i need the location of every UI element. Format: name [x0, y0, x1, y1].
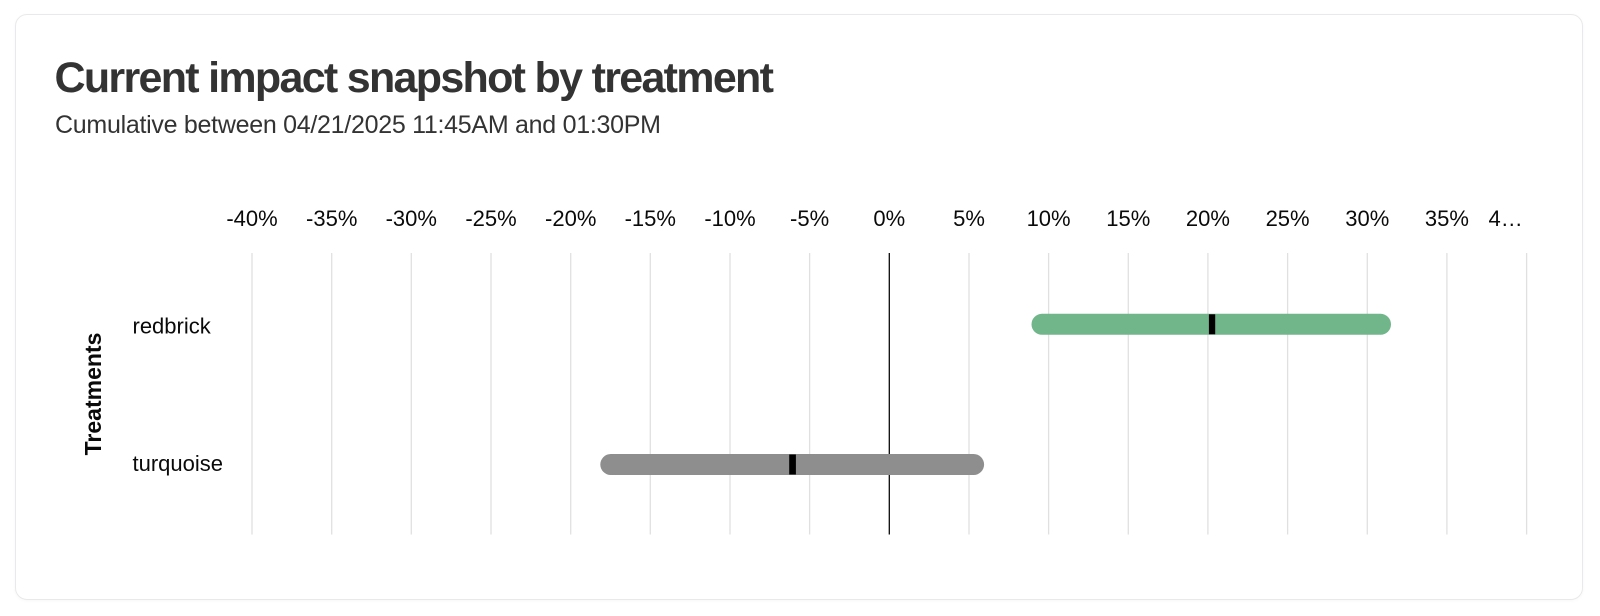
svg-text:-5%: -5% [790, 206, 829, 231]
svg-text:0%: 0% [873, 206, 905, 231]
svg-text:-15%: -15% [625, 206, 676, 231]
svg-text:-25%: -25% [465, 206, 516, 231]
svg-text:4…: 4… [1489, 206, 1523, 231]
svg-text:15%: 15% [1106, 206, 1150, 231]
svg-text:Treatments: Treatments [80, 333, 106, 456]
svg-text:-30%: -30% [386, 206, 437, 231]
svg-text:-20%: -20% [545, 206, 596, 231]
svg-text:10%: 10% [1027, 206, 1071, 231]
svg-text:-40%: -40% [226, 206, 277, 231]
svg-text:25%: 25% [1266, 206, 1310, 231]
svg-text:30%: 30% [1345, 206, 1389, 231]
svg-text:-10%: -10% [704, 206, 755, 231]
svg-text:35%: 35% [1425, 206, 1469, 231]
svg-text:redbrick: redbrick [133, 314, 212, 339]
svg-text:20%: 20% [1186, 206, 1230, 231]
svg-text:5%: 5% [953, 206, 985, 231]
svg-text:-35%: -35% [306, 206, 357, 231]
svg-text:turquoise: turquoise [133, 451, 224, 476]
